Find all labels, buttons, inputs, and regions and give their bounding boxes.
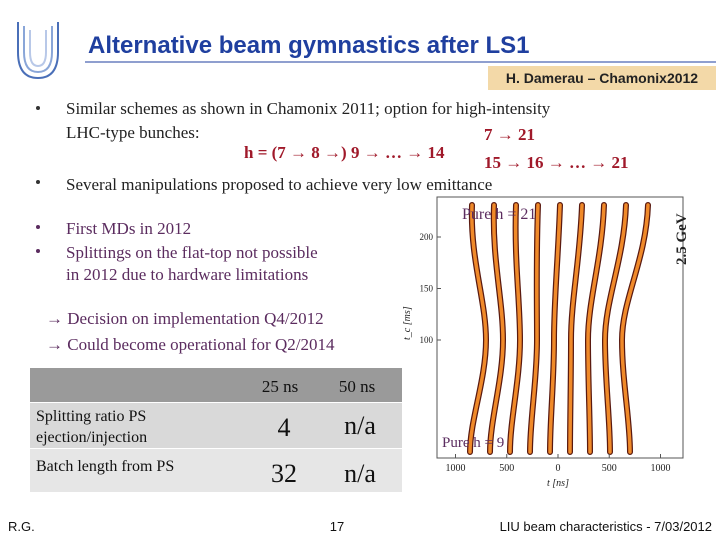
trace xyxy=(548,203,562,454)
x-tick-label: 0 xyxy=(556,463,561,474)
footer-left: R.G. xyxy=(8,519,35,534)
cell: 32 xyxy=(271,459,297,488)
bullet: Similar schemes as shown in Chamonix 201… xyxy=(66,99,551,118)
bullet: LHC-type bunches: xyxy=(66,123,200,142)
mountain-range-plot: Pure h = 21 Pure h = 9 2.5 GeV t_c [ms] … xyxy=(402,196,690,489)
cell: Splitting ratio PS xyxy=(36,408,146,425)
bullet: First MDs in 2012 xyxy=(66,219,191,238)
bullet-dot xyxy=(36,180,40,184)
table: 25 ns 50 ns Splitting ratio PS ejection/… xyxy=(30,368,402,492)
author-box xyxy=(488,66,716,90)
x-tick-label: 1000 xyxy=(446,463,466,474)
x-tick-label: 500 xyxy=(602,463,617,474)
column-header: 25 ns xyxy=(262,377,298,396)
author: H. Damerau – Chamonix2012 xyxy=(506,70,698,86)
trace xyxy=(603,203,628,454)
conclusion: → Decision on implementation Q4/2012 xyxy=(46,309,324,328)
bullet-dot xyxy=(36,225,40,229)
bullet-list: Similar schemes as shown in Chamonix 201… xyxy=(36,99,629,354)
trace xyxy=(586,203,606,454)
formula-branch: 7 → 21 xyxy=(484,125,535,144)
footer-right: LIU beam characteristics - 7/03/2012 xyxy=(500,519,712,534)
page-number: 17 xyxy=(330,519,344,534)
slide-title: Alternative beam gymnastics after LS1 xyxy=(88,32,530,59)
cell: ejection/injection xyxy=(36,429,147,446)
x-axis-label: t [ns] xyxy=(547,478,569,489)
formula: h = (7 → 8 →) 9 → … → 14 xyxy=(244,143,445,162)
trace xyxy=(488,203,505,454)
y-tick-label: 200 xyxy=(420,232,434,242)
bullet: Splittings on the flat-top not possible xyxy=(66,243,318,262)
y-tick-label: 100 xyxy=(420,335,434,345)
plot-label: Pure h = 9 xyxy=(442,435,504,451)
bullet: in 2012 due to hardware limitations xyxy=(66,265,308,284)
x-tick-label: 500 xyxy=(499,463,514,474)
bullet: Several manipulations proposed to achiev… xyxy=(66,175,492,194)
x-tick-label: 1000 xyxy=(651,463,671,474)
table-header xyxy=(30,368,402,402)
energy-label: 2.5 GeV xyxy=(674,213,690,265)
trace xyxy=(508,203,522,454)
formula-branch: 15 → 16 → … → 21 xyxy=(484,153,629,172)
trace xyxy=(568,203,584,454)
bullet-dot xyxy=(36,106,40,110)
plot-label: Pure h = 21 xyxy=(462,206,536,223)
conclusion: → Could become operational for Q2/2014 xyxy=(46,335,335,354)
column-header: 50 ns xyxy=(339,377,375,396)
cell: n/a xyxy=(344,459,376,488)
y-tick-label: 150 xyxy=(420,284,434,294)
cell: n/a xyxy=(344,411,376,440)
trace xyxy=(528,203,540,454)
y-axis-label: t_c [ms] xyxy=(402,306,413,340)
trace xyxy=(620,203,650,454)
cell: 4 xyxy=(278,413,291,442)
bullet-dot xyxy=(36,249,40,253)
cell: Batch length from PS xyxy=(36,458,174,475)
table-row xyxy=(30,403,402,448)
trace xyxy=(468,203,488,454)
table-row xyxy=(30,449,402,492)
logo xyxy=(17,22,59,80)
